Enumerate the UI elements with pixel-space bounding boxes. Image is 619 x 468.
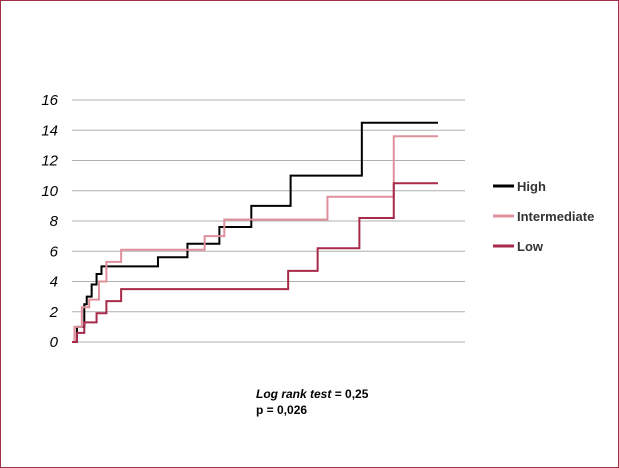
y-tick-label: 10 [41, 183, 58, 200]
log-rank-line: Log rank test = 0,25 [256, 386, 368, 402]
y-tick-label: 2 [49, 304, 59, 321]
legend-label: High [517, 179, 546, 194]
log-rank-label: Log rank test [256, 387, 332, 401]
legend-label: Intermediate [517, 209, 594, 224]
log-rank-annotation: Log rank test = 0,25 p = 0,026 [256, 386, 368, 418]
series-line-intermediate [72, 135, 438, 343]
y-tick-label: 6 [50, 243, 59, 260]
y-tick-label: 0 [50, 334, 59, 351]
series-line-high [72, 121, 438, 343]
series-lines [72, 121, 438, 343]
p-value-line: p = 0,026 [256, 403, 308, 417]
legend-label: Low [517, 239, 544, 254]
series-line-low [72, 182, 438, 343]
y-tick-label: 4 [50, 274, 58, 291]
legend: High Intermediate Low [493, 179, 594, 254]
log-rank-value: = 0,25 [331, 387, 369, 401]
y-tick-label: 14 [41, 122, 58, 139]
y-tick-label: 8 [50, 213, 59, 230]
y-tick-labels: 0 2 4 6 8 10 12 14 16 [41, 92, 58, 351]
gridlines [72, 99, 465, 343]
y-tick-label: 12 [41, 153, 58, 170]
y-tick-label: 16 [41, 92, 58, 109]
